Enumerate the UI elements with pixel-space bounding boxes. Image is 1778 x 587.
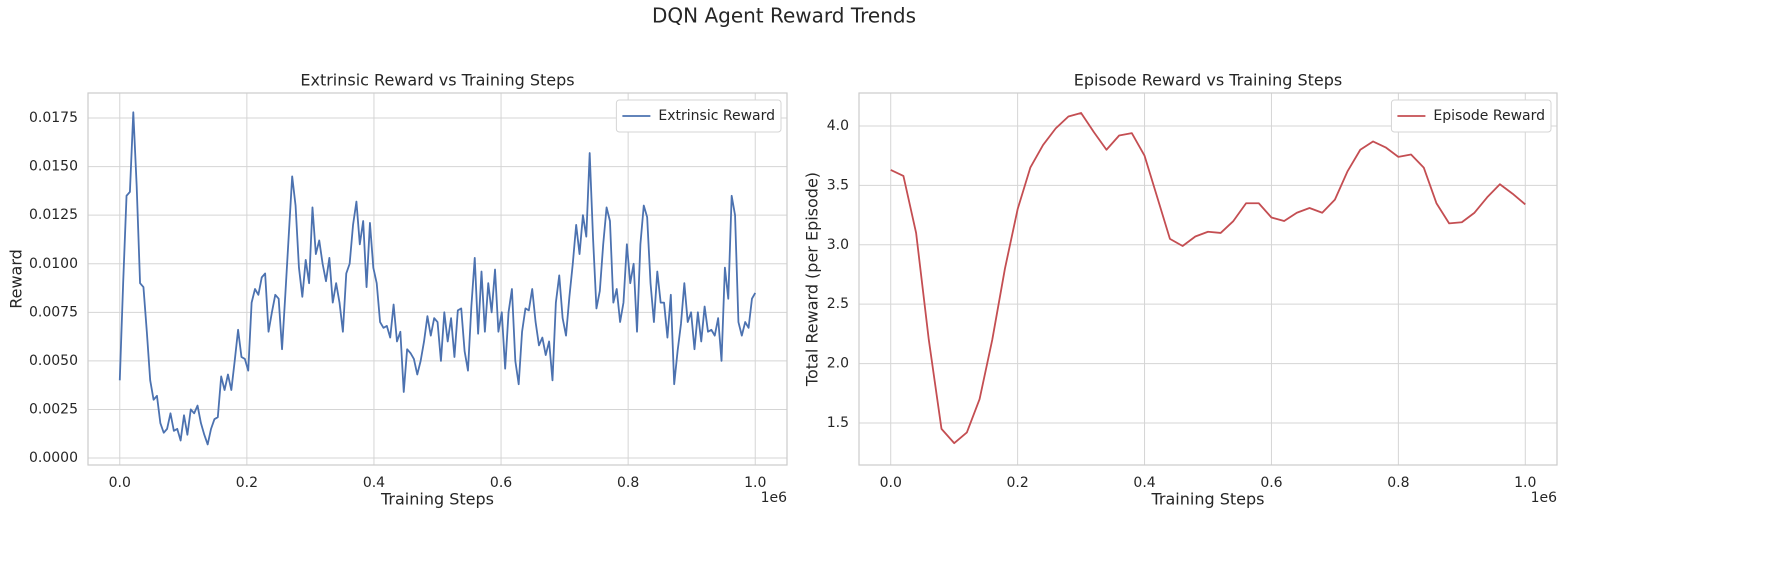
x-tick-label: 1.0 <box>1514 475 1536 491</box>
legend: Episode Reward <box>1390 99 1552 133</box>
x-tick-label: 0.4 <box>363 475 385 491</box>
x-axis-label: Training Steps <box>380 490 494 509</box>
y-tick-label: 3.5 <box>827 177 849 193</box>
y-tick-label: 2.5 <box>827 296 849 312</box>
subplot: 0.0 0.2 0.4 0.6 0.8 1.0 1.5 2.0 2.5 3.0 3.5 4.0 Epis… <box>803 71 1558 509</box>
x-tick-label: 1.0 <box>744 475 766 491</box>
x-tick-label: 0.8 <box>617 475 639 491</box>
y-axis-label: Total Reward (per Episode) <box>803 172 822 387</box>
x-offset-label: 1e6 <box>1531 490 1558 506</box>
y-tick-label: 3.0 <box>827 237 849 253</box>
y-tick-label: 0.0075 <box>29 304 78 320</box>
plot-area <box>88 93 787 465</box>
x-tick-label: 0.2 <box>1007 475 1029 491</box>
legend-box <box>615 99 782 133</box>
y-axis-label: Reward <box>7 249 26 309</box>
y-tick-label: 2.0 <box>827 356 849 372</box>
y-tick-label: 0.0150 <box>29 159 78 175</box>
x-axis-label: Training Steps <box>1151 490 1265 509</box>
subplot: 0.0 0.2 0.4 0.6 0.8 1.0 0.0000 0.0025 0.0050 0.00… <box>7 71 788 509</box>
x-tick-label: 0.4 <box>1133 475 1155 491</box>
axes-frame <box>87 92 788 466</box>
plot-area <box>859 93 1557 465</box>
y-tick-label: 1.5 <box>827 415 849 431</box>
data-line <box>118 111 757 446</box>
legend-label: Extrinsic Reward <box>658 108 775 124</box>
data-line <box>890 112 1526 445</box>
x-tick-label: 0.6 <box>490 475 512 491</box>
y-tick-label: 0.0125 <box>29 207 78 223</box>
figure-title: DQN Agent Reward Trends <box>652 4 916 28</box>
y-tick-label: 4.0 <box>827 118 849 134</box>
x-tick-label: 0.0 <box>109 475 131 491</box>
x-tick-label: 0.2 <box>236 475 258 491</box>
legend-box <box>1390 99 1552 133</box>
legend: Extrinsic Reward <box>615 99 782 133</box>
x-tick-label: 0.6 <box>1260 475 1282 491</box>
y-tick-label: 0.0000 <box>29 450 78 466</box>
y-tick-label: 0.0050 <box>29 353 78 369</box>
y-tick-label: 0.0100 <box>29 256 78 272</box>
y-tick-label: 0.0025 <box>29 401 78 417</box>
axes-frame <box>858 92 1558 466</box>
x-tick-label: 0.0 <box>880 475 902 491</box>
subplot-title: Extrinsic Reward vs Training Steps <box>300 71 574 90</box>
x-tick-label: 0.8 <box>1387 475 1409 491</box>
subplot-title: Episode Reward vs Training Steps <box>1074 71 1342 90</box>
x-offset-label: 1e6 <box>761 490 788 506</box>
legend-label: Episode Reward <box>1433 108 1545 124</box>
y-tick-label: 0.0175 <box>29 110 78 126</box>
